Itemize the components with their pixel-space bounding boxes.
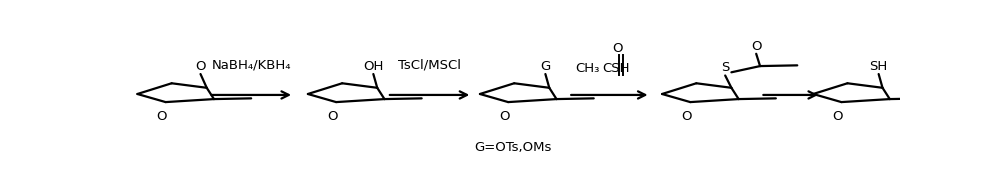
Text: O: O [832,110,843,123]
Text: O: O [327,110,337,123]
Text: OH: OH [363,60,384,73]
Text: O: O [751,40,761,53]
Text: O: O [499,110,510,123]
Text: O: O [613,42,623,55]
Text: NaBH₄/KBH₄: NaBH₄/KBH₄ [212,59,291,72]
Text: O: O [681,110,692,123]
Text: SH: SH [870,60,888,73]
Text: TsCl/MSCl: TsCl/MSCl [398,59,461,72]
Text: O: O [156,110,167,123]
Text: CH₃: CH₃ [575,62,599,75]
Text: O: O [195,60,206,73]
Text: G=OTs,OMs: G=OTs,OMs [474,141,551,154]
Text: S: S [721,61,729,74]
Text: CSH: CSH [602,62,630,75]
Text: G: G [540,60,551,73]
